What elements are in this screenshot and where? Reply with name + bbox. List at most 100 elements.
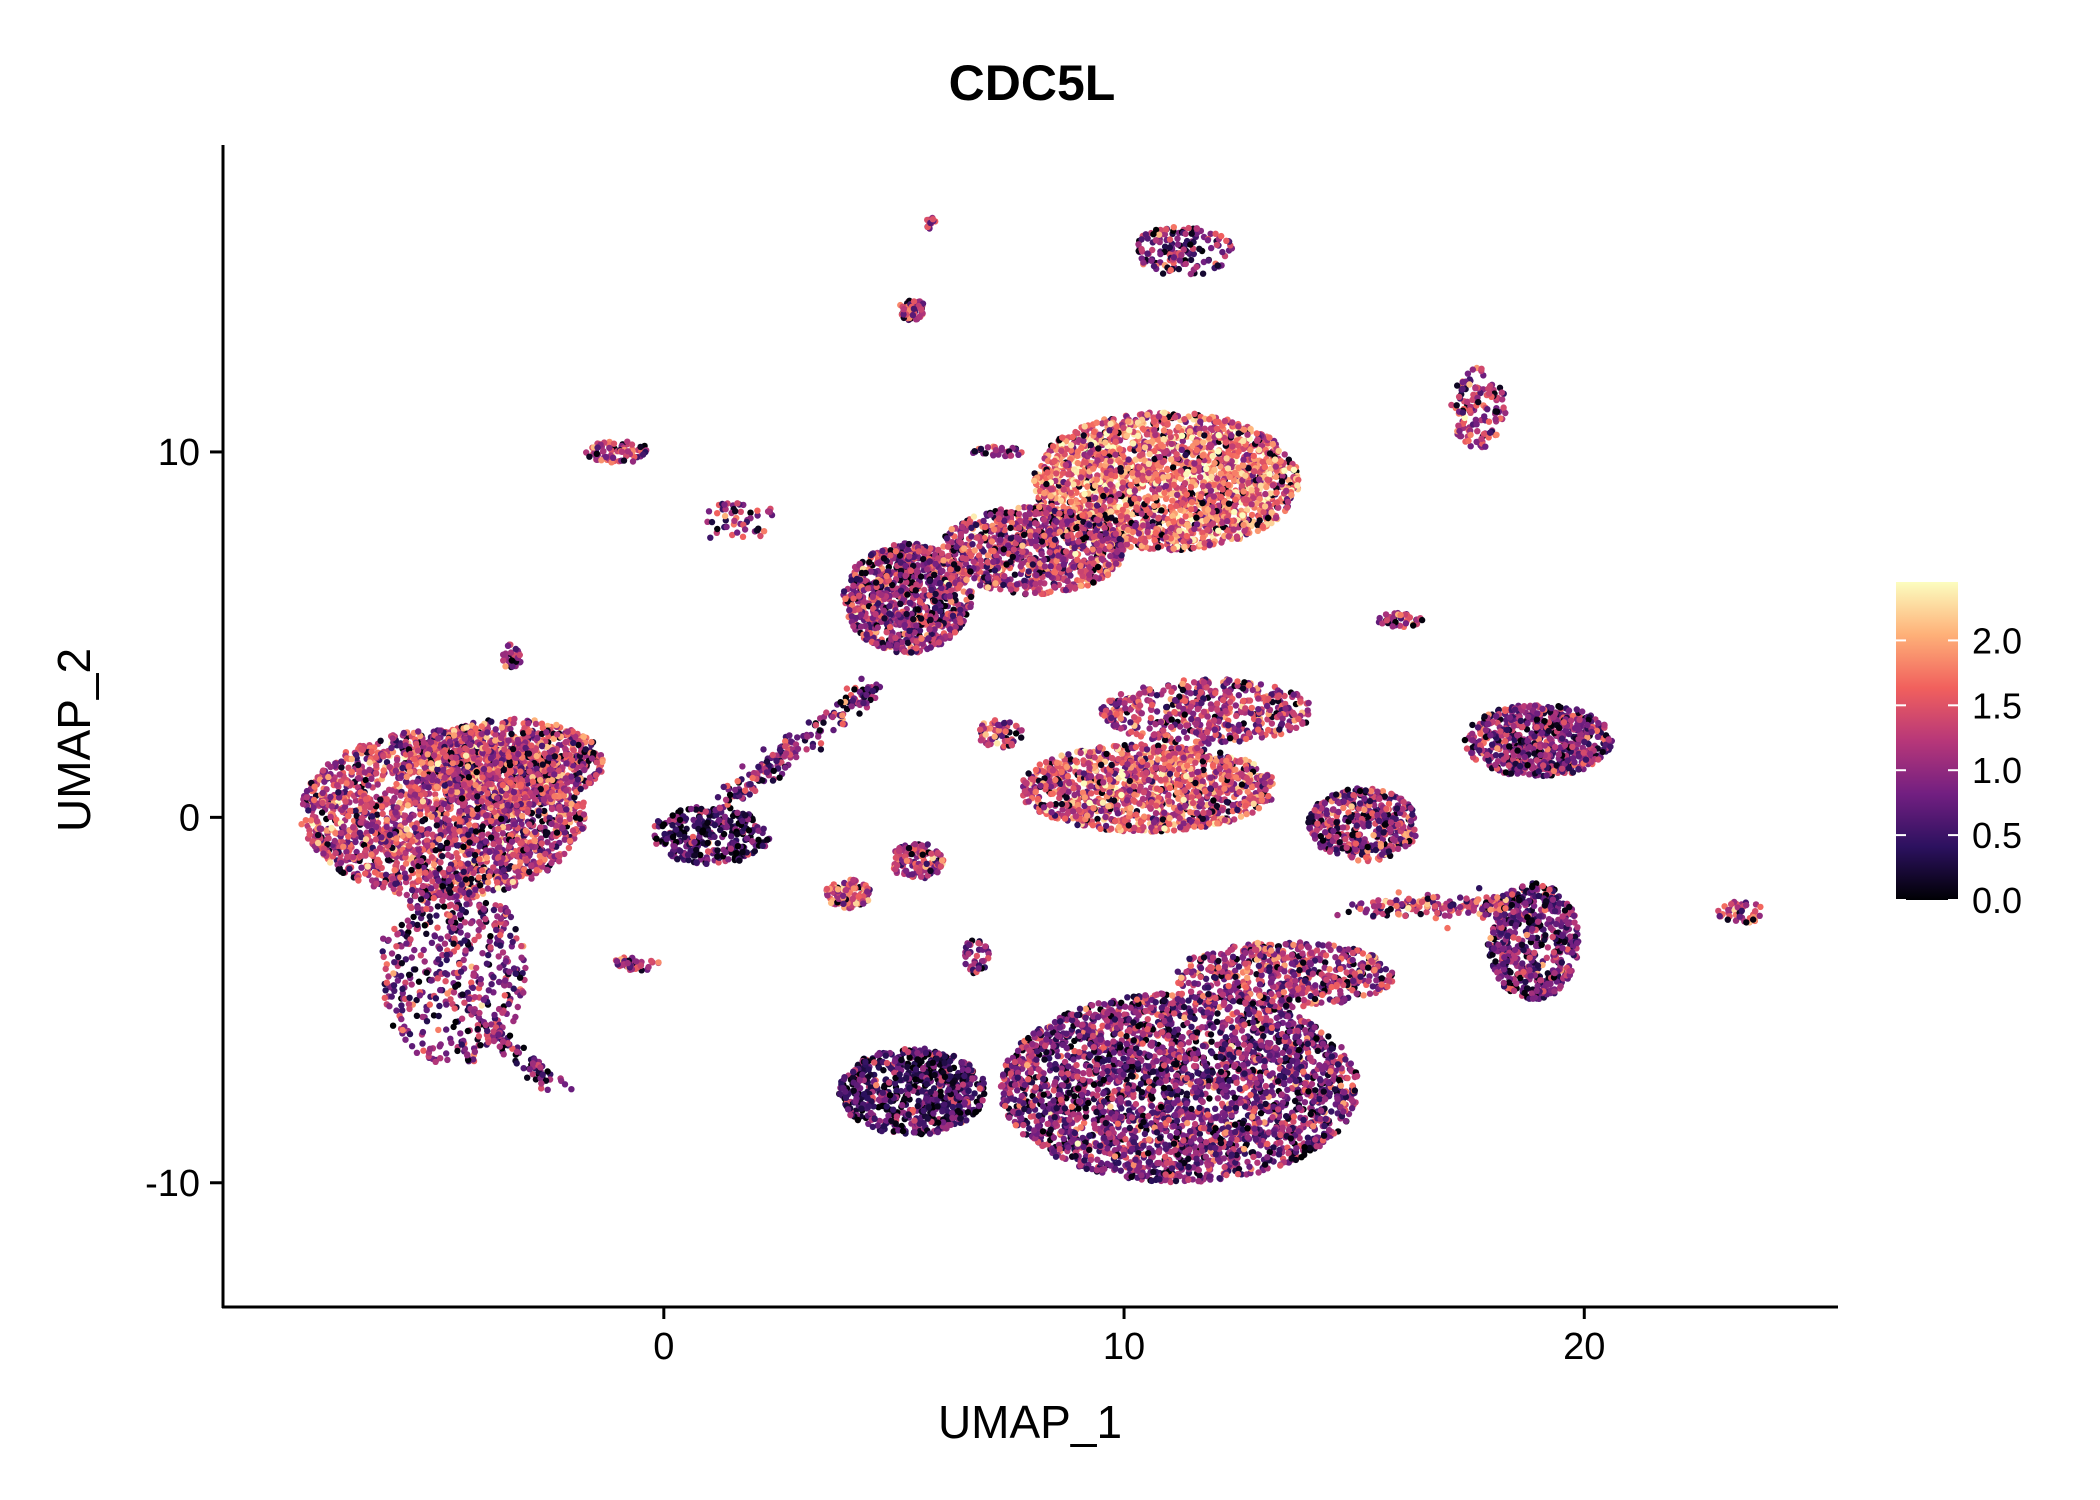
left-tail-point [398,921,405,929]
left-tail-point [443,1001,450,1008]
left-bridge-point [721,813,729,820]
left-large-top-point [528,742,535,749]
left-large-point [522,827,529,834]
left-large-point [403,773,410,780]
left-tail-point [450,925,458,932]
left-large-point [444,851,452,859]
left-large-point [357,852,364,860]
left-tail-point [406,923,413,930]
left-large-top-point [562,745,569,753]
left-tail-point [432,995,440,1002]
left-tail-point [419,882,427,890]
left-bridge-point [722,849,729,856]
left-tail-point [473,964,480,972]
left-large-point [327,793,334,801]
left-large-point [353,848,360,856]
left-large-point [544,829,551,836]
left-tail-point [518,942,525,950]
left-bridge-point [755,836,762,843]
left-tail-point [423,930,430,937]
left-large-point [342,798,349,805]
left-large-point [369,813,376,820]
left-large-point [422,869,429,876]
left-tail-point [408,981,415,988]
left-tail-point [509,938,516,946]
left-large-point [388,787,396,794]
left-tail-point [512,1013,519,1021]
left-large-point [424,830,431,837]
left-bridge-point [654,818,662,825]
left-large-point [325,835,332,842]
left-tail-point [477,975,484,983]
left-bridge-point [716,804,724,812]
left-large-top-point [545,754,553,761]
left-bridge-point [703,860,710,867]
left-bridge-point [669,822,676,829]
left-large-top-point [494,768,502,775]
left-large-point [369,800,376,807]
left-tail-point [478,1002,485,1009]
left-tail-point [490,906,498,914]
left-large-point [380,753,387,760]
left-large-top-point [515,750,522,758]
left-large-top-point [563,760,570,767]
left-tail-point [514,1003,521,1011]
left-large-point [393,756,401,764]
left-large-point [501,873,509,880]
left-tail-point [427,885,435,892]
left-large-point [443,839,451,846]
left-tail-point [507,932,514,939]
left-tail-point [467,919,475,927]
left-tail-point [410,913,417,921]
left-tail-point [416,992,424,999]
left-large-top-point [507,768,515,775]
left-large-top-point [484,729,491,736]
left-tail-point [491,1011,498,1019]
left-large-point [372,823,380,830]
left-large-point [392,767,399,774]
left-large-top-point [487,755,495,762]
left-tail-point [382,965,389,973]
left-large-top-point [501,746,508,753]
left-large-top-point [420,770,427,778]
left-large-point [414,747,422,754]
chart-title: CDC5L [949,55,1116,111]
left-tail-point [403,940,410,947]
left-large-point [464,807,471,814]
left-bridge-point [687,805,695,813]
left-large-point [487,834,495,841]
left-large-point [348,768,355,776]
left-large-top-point [427,760,435,767]
left-large-point [357,819,364,826]
left-large-point [389,735,396,742]
left-large-top-point [577,785,584,793]
left-large-point [352,797,360,804]
left-tail-point [417,896,425,903]
left-large-point [500,867,507,874]
left-large-top-point [462,752,470,759]
left-large-point [524,808,531,816]
left-large-point [373,880,380,887]
left-large-point [484,879,492,886]
left-large-point [413,740,420,748]
left-large-point [412,892,419,900]
left-tail-point [455,875,463,883]
left-tail-point [419,1028,427,1036]
left-large-top-point [488,718,495,725]
left-large-point [391,867,398,874]
left-large-point [386,831,394,839]
left-tail-point [413,1012,421,1019]
left-large-point [310,796,318,804]
left-tail-point [452,904,460,911]
left-tail-point [383,979,390,986]
left-bridge-point [693,859,700,866]
left-large-point [412,799,419,806]
left-tail-point [423,969,430,976]
left-tail-point [411,946,418,954]
left-tail-point [461,919,469,926]
left-large-top-point [549,776,556,784]
left-tail-point [443,1026,450,1033]
left-large-point [495,825,502,833]
left-tail-point [462,876,470,883]
left-bridge-point [725,856,732,863]
